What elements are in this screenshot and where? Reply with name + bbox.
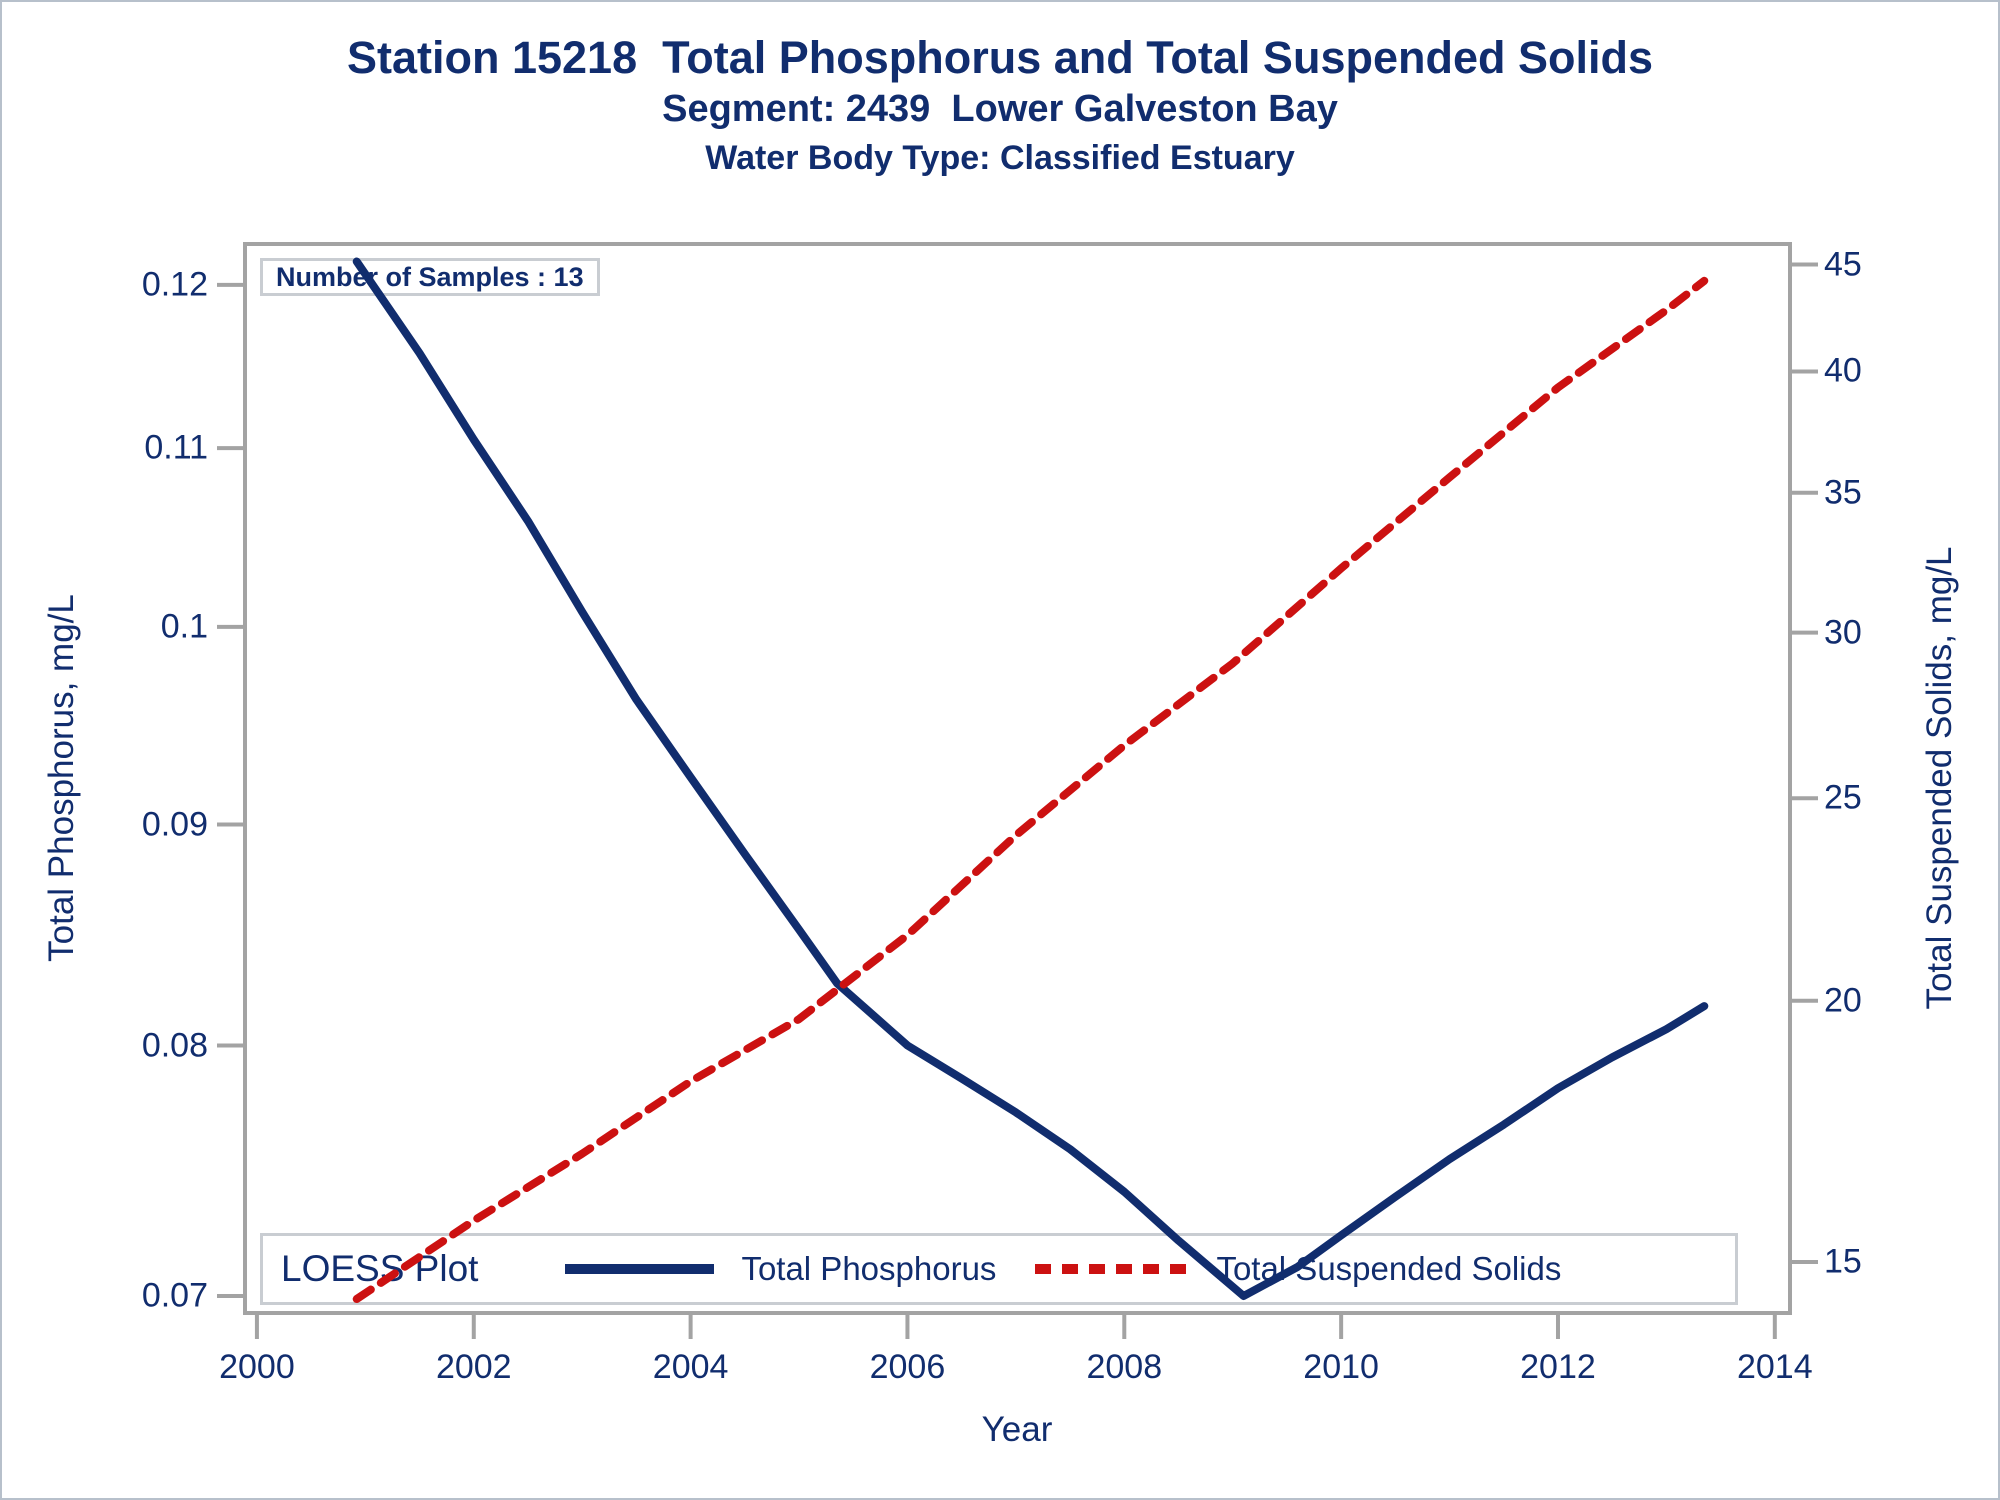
x-axis-title: Year [981, 1410, 1053, 1449]
x-tick-label: 2006 [869, 1348, 946, 1386]
x-tick-label: 2002 [435, 1348, 512, 1386]
chart-title: Station 15218 Total Phosphorus and Total… [346, 32, 1653, 83]
samples-annotation-box: Number of Samples : 13 [260, 258, 600, 296]
x-tick-label: 2010 [1303, 1348, 1379, 1386]
legend-label-phosphorus: Total Phosphorus [741, 1250, 997, 1287]
tss-line-swatch [1035, 1264, 1190, 1274]
legend-box: LOESS Plot Total Phosphorus Total Suspen… [260, 1233, 1738, 1305]
y-left-tick-label: 0.08 [141, 1026, 208, 1065]
legend-title: LOESS Plot [281, 1248, 479, 1289]
tss-loess-line [352, 276, 1709, 1303]
y-right-tick-label: 35 [1824, 473, 1862, 512]
y-left-axis-title: Total Phosphorus, mg/L [42, 594, 81, 962]
y-left-tick-label: 0.11 [144, 428, 208, 467]
plot-frame [243, 242, 1792, 1315]
samples-annotation-label: Number of Samples : 13 [276, 261, 584, 292]
y-right-tick-label: 20 [1824, 981, 1862, 1020]
y-left-tick-label: 0.07 [141, 1276, 208, 1315]
chart-subtitle-waterbody: Water Body Type: Classified Estuary [705, 139, 1295, 177]
y-right-tick-label: 15 [1824, 1242, 1862, 1281]
y-left-tick-label: 0.12 [141, 265, 208, 304]
x-tick-label: 2000 [219, 1348, 295, 1386]
y-right-tick-label: 45 [1824, 245, 1862, 284]
y-left-tick-label: 0.1 [160, 607, 208, 646]
x-tick-label: 2012 [1520, 1348, 1596, 1386]
y-left-tick-label: 0.09 [141, 805, 208, 844]
phosphorus-loess-line [352, 257, 1709, 1300]
x-tick-label: 2014 [1736, 1348, 1813, 1386]
x-tick-label: 2008 [1086, 1348, 1163, 1386]
legend-label-tss: Total Suspended Solids [1216, 1250, 1562, 1287]
phosphorus-line-swatch [565, 1264, 715, 1274]
y-right-tick-label: 25 [1824, 778, 1862, 817]
y-right-tick-label: 40 [1824, 351, 1862, 390]
y-right-axis-title: Total Suspended Solids, mg/L [1920, 546, 1959, 1010]
chart-subtitle-segment: Segment: 2439 Lower Galveston Bay [662, 88, 1338, 130]
y-right-tick-label: 30 [1824, 613, 1862, 652]
x-tick-label: 2004 [652, 1348, 729, 1386]
